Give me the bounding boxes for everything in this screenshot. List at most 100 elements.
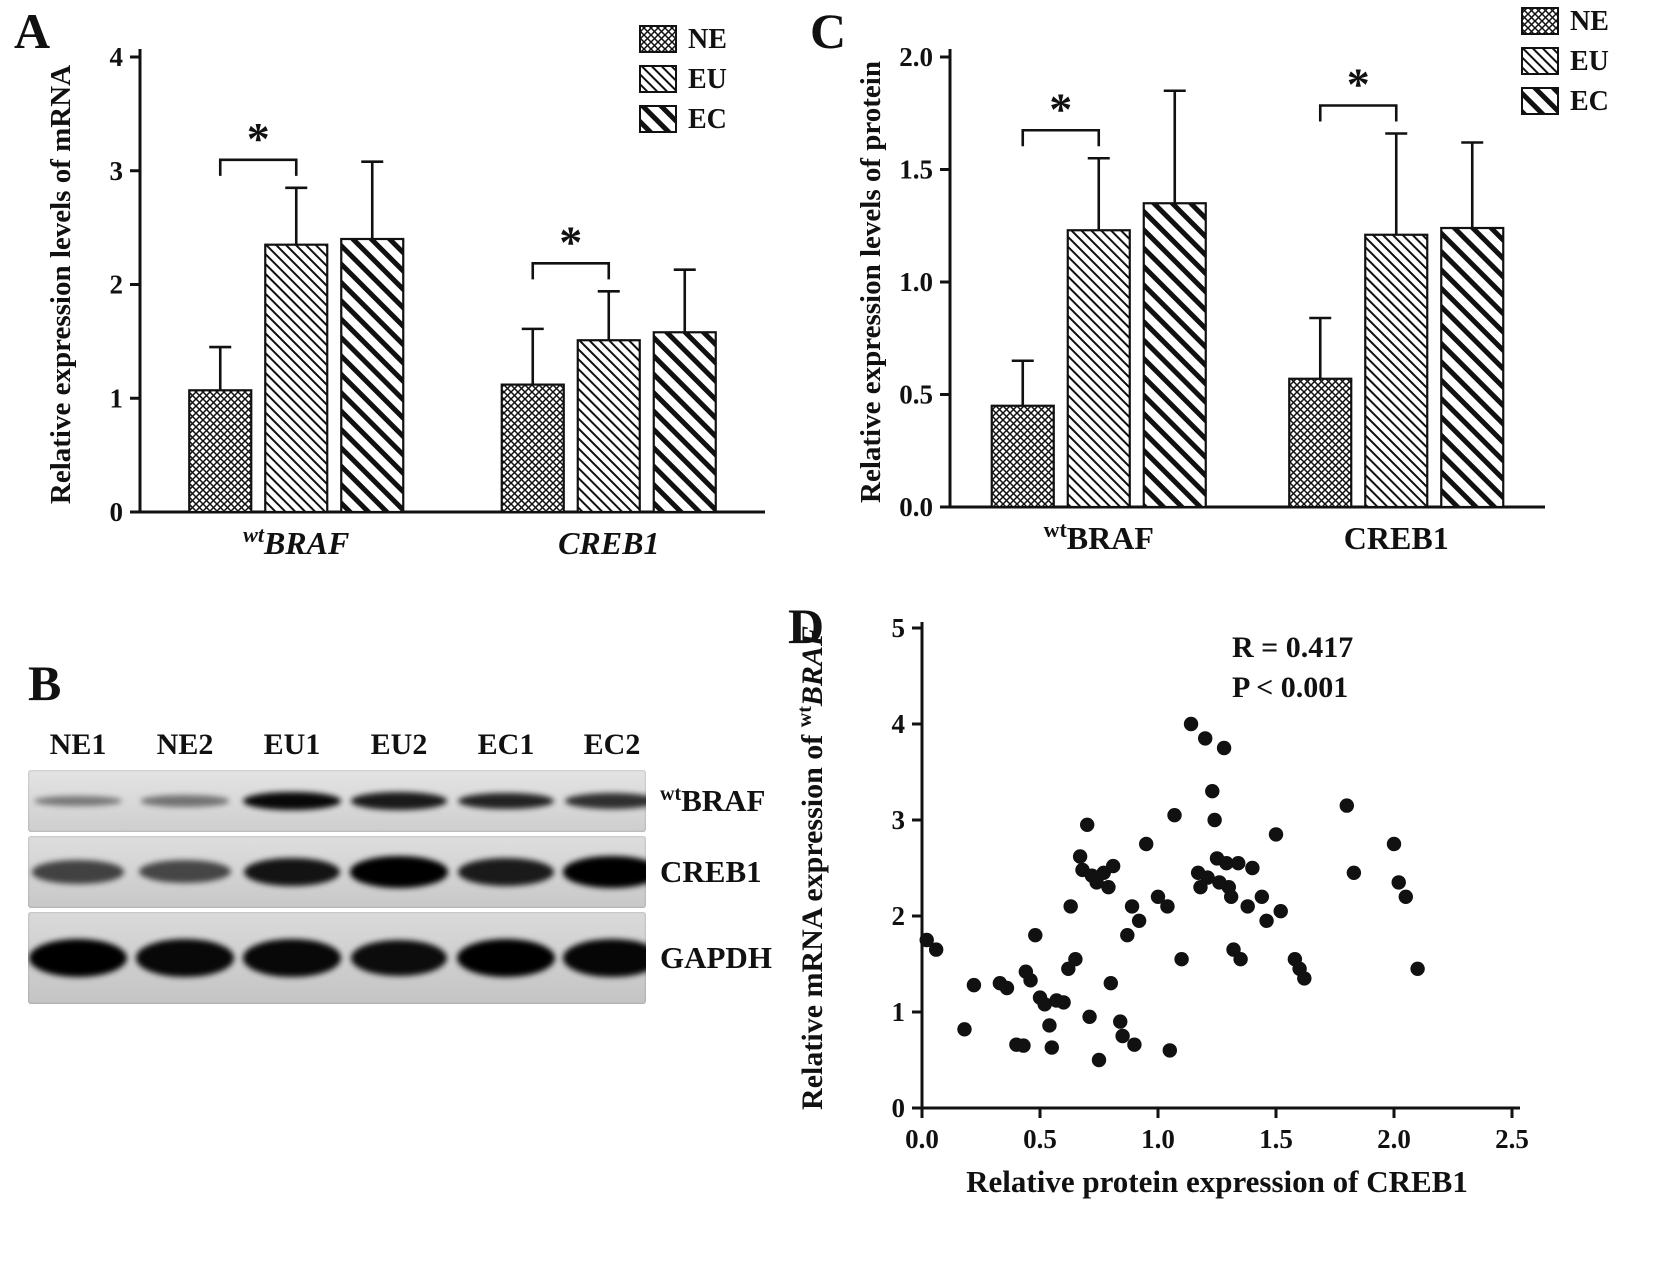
data-point xyxy=(1124,899,1140,914)
significance-bracket xyxy=(531,262,611,280)
significance-star: * xyxy=(559,216,582,267)
band-gapdh-ec1 xyxy=(457,938,555,978)
significance-star: * xyxy=(1347,59,1370,110)
legend-label-ne: NE xyxy=(688,24,727,55)
lane-label-ne1: NE1 xyxy=(49,728,107,761)
y-tick-label: 3 xyxy=(110,156,124,186)
x-category-label: CREB1 xyxy=(1344,520,1449,556)
data-point xyxy=(1120,928,1135,943)
data-point xyxy=(999,980,1015,996)
legend-swatch-eu xyxy=(639,65,677,93)
blot-row-label-braf: wtBRAF xyxy=(660,782,766,819)
data-point xyxy=(1042,1018,1057,1033)
band-gapdh-ec2 xyxy=(563,939,646,977)
significance-bracket xyxy=(1021,128,1101,147)
legend-label-eu: EU xyxy=(688,64,727,95)
legend-swatch-ne xyxy=(639,25,677,53)
legend-swatch-eu xyxy=(1521,47,1559,75)
y-tick-label: 1.0 xyxy=(899,267,933,297)
data-point xyxy=(1240,899,1255,914)
data-point xyxy=(1219,856,1234,871)
bar-ec xyxy=(652,331,717,514)
bar-ne xyxy=(500,383,565,514)
significance-star: * xyxy=(247,113,270,164)
y-axis-title: Relative expression levels of protein xyxy=(855,61,887,503)
data-point xyxy=(1339,798,1354,813)
data-point xyxy=(1259,913,1274,928)
data-point xyxy=(966,977,982,993)
data-point xyxy=(1131,913,1147,928)
band-creb1-ne1 xyxy=(31,860,125,884)
lane-label-ec2: EC2 xyxy=(583,728,641,761)
legend-label-eu: EU xyxy=(1570,46,1609,77)
data-point xyxy=(1103,976,1118,991)
legend-label-ne: NE xyxy=(1570,6,1609,37)
band-creb1-ec1 xyxy=(458,857,554,887)
x-category-label: CREB1 xyxy=(558,525,659,561)
legend-swatch-ec xyxy=(639,105,677,133)
y-tick-label: 2 xyxy=(892,901,906,931)
band-creb1-ne2 xyxy=(138,860,232,884)
y-tick-label: 2.0 xyxy=(899,42,933,72)
data-point xyxy=(957,1022,972,1037)
data-point xyxy=(1297,971,1312,986)
bar-ec xyxy=(340,237,405,514)
blot-lane-labels: NE1 NE2 EU1 EU2 EC1 EC2 xyxy=(20,728,770,764)
y-tick-label: 0 xyxy=(892,1093,906,1123)
x-tick-label: 0.5 xyxy=(1023,1124,1057,1154)
correlation-annotation: R = 0.417 xyxy=(1232,631,1353,664)
data-point xyxy=(1198,731,1213,746)
blot-strip-creb1 xyxy=(28,836,646,908)
data-point xyxy=(1183,716,1199,732)
data-point xyxy=(928,942,944,957)
lane-label-ne2: NE2 xyxy=(156,728,214,761)
blot-row-label-creb1: CREB1 xyxy=(660,854,762,889)
data-point xyxy=(1205,784,1220,799)
data-point xyxy=(1174,952,1189,967)
data-point xyxy=(919,932,934,948)
bar-ne xyxy=(1288,377,1353,509)
y-tick-label: 1 xyxy=(892,997,906,1027)
y-axis-title: Relative expression levels of mRNA xyxy=(45,65,77,504)
panel-c-label: C xyxy=(810,3,847,59)
blot-strip-braf xyxy=(28,770,646,832)
lane-label-eu2: EU2 xyxy=(370,728,428,761)
panel-b-western-blot: B NE1 NE2 EU1 EU2 EC1 EC2 wtBRAF CREB1 GAPDH xyxy=(20,650,772,1070)
x-tick-label: 2.0 xyxy=(1377,1124,1411,1154)
blot-strip-gapdh xyxy=(28,912,646,1004)
data-point xyxy=(1063,899,1078,914)
data-point xyxy=(1216,740,1232,756)
data-point xyxy=(1160,899,1175,914)
blot-row-label-gapdh: GAPDH xyxy=(660,940,772,975)
y-tick-label: 0.0 xyxy=(899,492,933,522)
significance-bracket xyxy=(1318,104,1398,122)
band-creb1-ec2 xyxy=(563,856,646,888)
data-point xyxy=(1101,880,1116,895)
data-point xyxy=(1056,995,1071,1010)
data-point xyxy=(1398,889,1413,904)
data-point xyxy=(1410,961,1425,976)
legend-swatch-ec xyxy=(1521,87,1559,115)
band-gapdh-eu1 xyxy=(243,939,341,977)
y-tick-label: 0 xyxy=(110,497,124,527)
data-point xyxy=(1200,870,1215,885)
bar-ec xyxy=(1142,202,1207,509)
data-point xyxy=(1223,889,1239,904)
x-tick-label: 0.0 xyxy=(905,1124,939,1154)
panel-d-correlation-scatter: D 0 1 2 3 4 5 0.0 0.5 1.0 1.5 2.0 2.5 Relative prote… xyxy=(780,595,1654,1276)
data-point xyxy=(1162,1043,1177,1058)
x-tick-label: 1.5 xyxy=(1259,1124,1293,1154)
band-braf-eu1 xyxy=(243,791,341,811)
data-point xyxy=(1023,973,1038,988)
legend-label-ec: EC xyxy=(1570,86,1609,117)
data-point xyxy=(1167,808,1182,823)
panel-a-label: A xyxy=(14,3,51,59)
band-gapdh-eu2 xyxy=(350,939,448,977)
correlation-annotation: P < 0.001 xyxy=(1232,671,1348,704)
significance-star: * xyxy=(1049,83,1072,134)
panel-a-mrna-bar-chart: A 0 1 2 3 4 Relative expression levels of mRN… xyxy=(0,0,790,585)
band-braf-ne1 xyxy=(33,795,123,807)
y-axis-title: Relative mRNA expression of wtBRAF xyxy=(794,626,829,1110)
bar-eu xyxy=(1066,229,1131,509)
x-axis-title: Relative protein expression of CREB1 xyxy=(966,1164,1468,1199)
